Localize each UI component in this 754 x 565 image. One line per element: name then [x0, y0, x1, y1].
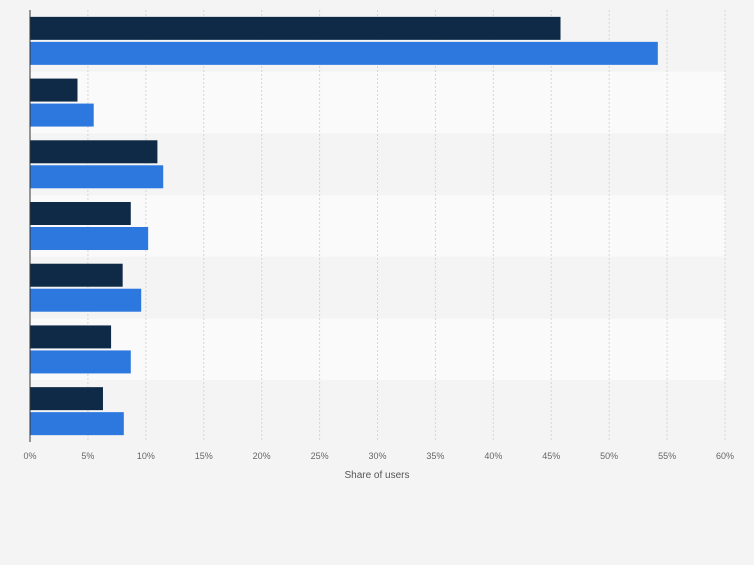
- x-tick-label: 50%: [600, 451, 618, 461]
- x-tick-label: 10%: [137, 451, 155, 461]
- x-tick-label: 25%: [311, 451, 329, 461]
- x-tick-label: 15%: [195, 451, 213, 461]
- bar-series1-row6[interactable]: [30, 325, 112, 349]
- bar-series2-row1[interactable]: [30, 41, 658, 65]
- bar-series1-row4[interactable]: [30, 202, 131, 225]
- x-tick-label: 55%: [658, 451, 676, 461]
- x-tick-label: 30%: [368, 451, 386, 461]
- bars: [30, 16, 658, 436]
- bar-series1-row3[interactable]: [30, 140, 158, 164]
- bar-series2-row3[interactable]: [30, 165, 164, 189]
- x-tick-label: 5%: [81, 451, 94, 461]
- bar-series1-row2[interactable]: [30, 78, 78, 102]
- x-tick-label: 20%: [253, 451, 271, 461]
- x-tick-label: 35%: [426, 451, 444, 461]
- x-tick-label: 40%: [484, 451, 502, 461]
- x-tick-label: 0%: [23, 451, 36, 461]
- bar-series2-row2[interactable]: [30, 103, 94, 127]
- x-axis-label: Share of users: [344, 470, 409, 481]
- bar-series2-row7[interactable]: [30, 412, 124, 436]
- bar-series1-row1[interactable]: [30, 16, 561, 40]
- bar-series2-row6[interactable]: [30, 350, 131, 374]
- x-tick-labels: 0% 5% 10% 15% 20% 25% 30% 35% 40% 45% 50% 55% 60%: [23, 451, 734, 461]
- x-tick-label: 60%: [716, 451, 734, 461]
- bar-series2-row5[interactable]: [30, 288, 142, 312]
- x-tick-label: 45%: [542, 451, 560, 461]
- bar-series1-row7[interactable]: [30, 387, 103, 411]
- bar-series1-row5[interactable]: [30, 263, 123, 287]
- bar-series2-row4[interactable]: [30, 227, 149, 250]
